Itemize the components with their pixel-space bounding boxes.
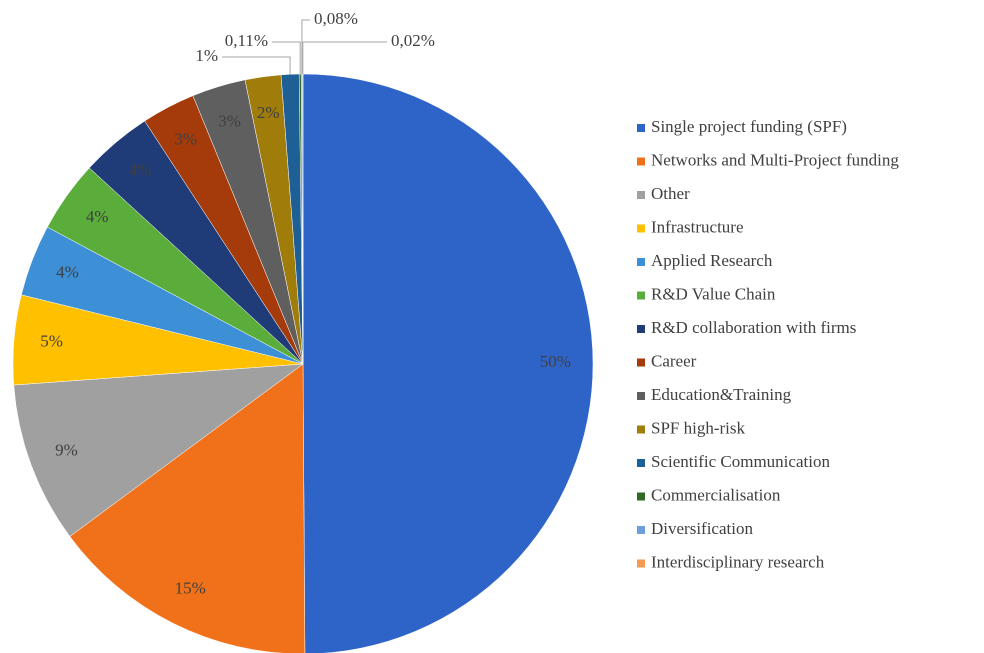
legend-swatch	[637, 559, 645, 568]
legend-swatch	[637, 392, 645, 400]
data-label: 3%	[218, 112, 241, 131]
data-label: 9%	[55, 441, 78, 460]
legend-swatch	[637, 358, 645, 367]
data-label: 15%	[175, 579, 206, 598]
legend-label: Career	[651, 351, 697, 370]
data-label: 4%	[86, 207, 109, 226]
legend-swatch	[637, 425, 645, 434]
legend-label: SPF high-risk	[651, 418, 745, 437]
legend-label: Single project funding (SPF)	[651, 117, 847, 136]
pie-slice	[13, 363, 304, 537]
legend-label: Applied Research	[651, 251, 773, 270]
data-label: 3%	[174, 130, 197, 149]
legend-swatch	[637, 291, 645, 300]
legend-label: Scientific Communication	[651, 452, 830, 471]
data-label: 4%	[129, 160, 152, 179]
leader-line	[301, 19, 310, 75]
legend-swatch	[637, 459, 645, 467]
data-label: 0,02%	[391, 31, 435, 50]
legend-label: Commercialisation	[651, 485, 781, 504]
legend-swatch	[637, 191, 645, 199]
legend-swatch	[637, 492, 645, 501]
leader-line	[272, 41, 301, 75]
data-label: 4%	[56, 263, 79, 282]
leader-line	[222, 56, 291, 75]
legend-swatch	[637, 124, 645, 132]
legend-swatch	[637, 157, 645, 166]
legend-label: Networks and Multi-Project funding	[651, 150, 899, 169]
legend-label: Education&Training	[651, 385, 792, 404]
legend-swatch	[637, 526, 645, 534]
leader-line	[302, 41, 387, 75]
data-label: 0,11%	[225, 31, 268, 50]
legend-label: Other	[651, 184, 690, 203]
legend-label: Diversification	[651, 519, 753, 538]
data-label: 2%	[257, 103, 280, 122]
legend-label: Interdisciplinary research	[651, 552, 825, 571]
legend-label: Infrastructure	[651, 217, 744, 236]
data-label: 1%	[195, 46, 218, 65]
legend-swatch	[637, 258, 645, 266]
data-label: 0,08%	[314, 9, 358, 28]
legend-swatch	[637, 224, 645, 233]
legend-swatch	[637, 325, 645, 333]
data-label: 50%	[540, 352, 571, 371]
legend-label: R&D collaboration with firms	[651, 318, 856, 337]
data-label: 5%	[40, 332, 63, 351]
pie-slice	[302, 73, 594, 653]
legend-label: R&D Value Chain	[651, 284, 776, 303]
